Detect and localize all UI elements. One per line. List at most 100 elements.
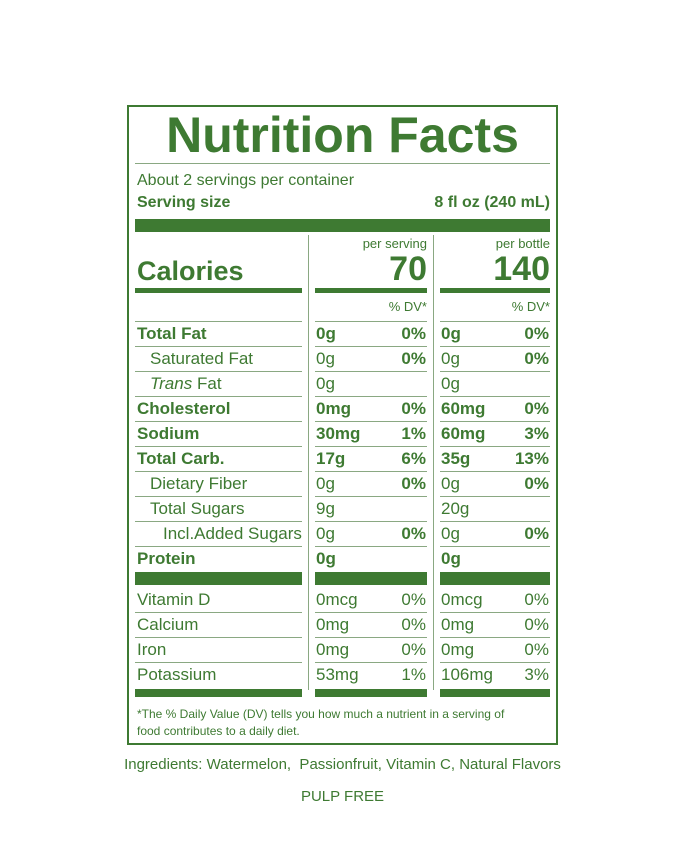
daily-value: 0%	[401, 640, 426, 659]
column-divider	[433, 235, 434, 690]
daily-value: 0%	[524, 615, 549, 634]
amount: 0g	[316, 549, 336, 568]
row-rule	[440, 521, 550, 522]
daily-value: 0%	[524, 524, 549, 543]
label-box	[127, 105, 558, 745]
daily-value: 0%	[524, 590, 549, 609]
row-rule	[440, 496, 550, 497]
bar	[315, 572, 427, 585]
row-rule	[315, 521, 427, 522]
row-rule	[440, 421, 550, 422]
row-rule	[135, 321, 302, 322]
pulp: PULP FREE	[300, 788, 385, 805]
row-rule	[315, 321, 427, 322]
row-rule	[440, 396, 550, 397]
nutrient-name: Incl.Added Sugars	[163, 524, 302, 543]
daily-value: 0%	[524, 324, 549, 343]
amount: 0mg	[316, 640, 350, 659]
nutrient-name: Total Sugars	[150, 499, 245, 518]
footnote: food contributes to a daily diet.	[137, 724, 300, 738]
amount: 53mg	[316, 665, 359, 684]
nutrient-name: Protein	[137, 549, 196, 568]
servings: About 2 servings per container	[137, 172, 355, 189]
amount: 0g	[441, 324, 461, 343]
bar	[315, 288, 427, 293]
amount: 9g	[316, 499, 335, 518]
row-rule	[440, 612, 550, 613]
row-rule	[440, 662, 550, 663]
bar	[440, 689, 550, 697]
nutrient-name: Saturated Fat	[150, 349, 254, 368]
row-rule	[135, 371, 302, 372]
calories-column-label: per serving	[362, 236, 427, 251]
nutrient-name-italic: Trans	[150, 374, 193, 393]
amount: 0g	[316, 524, 335, 543]
nutrient-name: Total Fat	[137, 324, 207, 343]
amount: 0mcg	[441, 590, 483, 609]
row-rule	[315, 662, 427, 663]
bar	[135, 689, 302, 697]
daily-value: 0%	[401, 615, 426, 634]
dv-header: % DV*	[511, 299, 550, 314]
row-rule	[315, 371, 427, 372]
rule	[135, 163, 550, 164]
nutrient-name: Calcium	[137, 615, 199, 634]
row-rule	[440, 446, 550, 447]
row-rule	[440, 471, 550, 472]
amount: 30mg	[316, 424, 361, 443]
daily-value: 0%	[524, 640, 549, 659]
thick-bar	[135, 219, 550, 232]
amount: 60mg	[441, 399, 486, 418]
column-divider	[308, 235, 309, 690]
daily-value: 0%	[524, 474, 549, 493]
calories-label: Calories	[137, 256, 244, 286]
ingredients: Ingredients: Watermelon, Passionfruit, V…	[124, 756, 561, 773]
serving-size: 8 fl oz (240 mL)	[434, 194, 550, 211]
daily-value: 0%	[524, 349, 549, 368]
row-rule	[135, 612, 302, 613]
amount: 0g	[316, 324, 336, 343]
serving-size-label: Serving size	[137, 194, 231, 211]
daily-value: 6%	[401, 449, 426, 468]
amount: 60mg	[441, 424, 486, 443]
daily-value: 0%	[401, 474, 426, 493]
daily-value: 0%	[401, 524, 426, 543]
row-rule	[315, 346, 427, 347]
row-rule	[315, 496, 427, 497]
daily-value: 1%	[401, 424, 426, 443]
daily-value: 0%	[401, 590, 426, 609]
nutrient-name: Cholesterol	[137, 399, 231, 418]
calories-value: 70	[389, 250, 427, 288]
row-rule	[135, 396, 302, 397]
row-rule	[315, 421, 427, 422]
nutrient-name: Dietary Fiber	[150, 474, 248, 493]
nutrient-name: Total Carb.	[137, 449, 225, 468]
dv-header: % DV*	[388, 299, 427, 314]
daily-value: 0%	[401, 349, 426, 368]
amount: 0g	[316, 374, 335, 393]
footnote: *The % Daily Value (DV) tells you how mu…	[137, 707, 505, 721]
amount: 0g	[441, 349, 460, 368]
row-rule	[135, 446, 302, 447]
row-rule	[135, 662, 302, 663]
row-rule	[135, 421, 302, 422]
row-rule	[135, 496, 302, 497]
amount: 35g	[441, 449, 471, 468]
nutrient-name: Sodium	[137, 424, 200, 443]
amount: 0g	[441, 374, 460, 393]
calories-value: 140	[493, 250, 550, 288]
row-rule	[440, 637, 550, 638]
amount: 17g	[316, 449, 346, 468]
amount: 0mg	[316, 615, 350, 634]
row-rule	[315, 471, 427, 472]
amount: 0g	[441, 549, 461, 568]
amount: 0mg	[441, 640, 475, 659]
row-rule	[440, 346, 550, 347]
daily-value: 3%	[524, 424, 549, 443]
row-rule	[315, 446, 427, 447]
amount: 0g	[441, 474, 460, 493]
row-rule	[135, 346, 302, 347]
row-rule	[135, 637, 302, 638]
daily-value: 0%	[524, 399, 549, 418]
